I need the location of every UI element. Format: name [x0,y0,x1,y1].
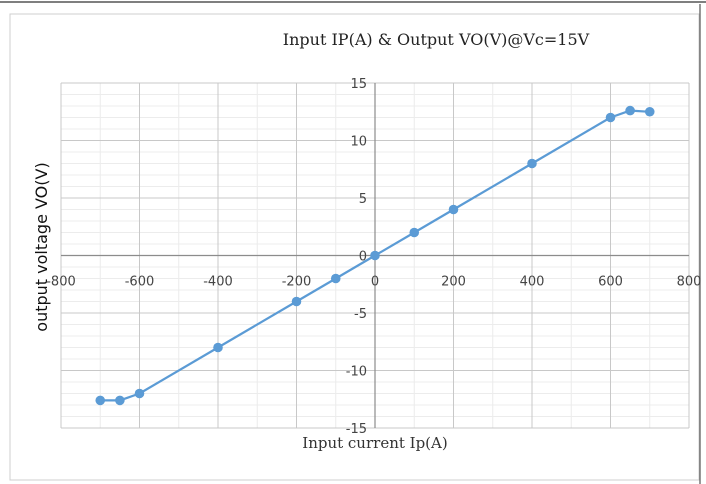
data-point [605,112,616,123]
data-point [134,388,145,399]
x-tick-label: -200 [282,275,312,290]
y-axis-label: output voltage VO(V) [32,162,51,331]
y-tick-label: 15 [350,77,367,92]
data-point [625,105,635,116]
data-point [409,227,420,238]
data-point [448,204,459,215]
chart-area-border [9,13,700,481]
x-tick-label: 200 [441,275,466,290]
y-tick-label: 10 [350,135,367,150]
data-point [644,106,655,117]
data-point [330,273,341,284]
series-layer [95,105,655,406]
chart-title: Input IP(A) & Output VO(V)@Vc=15V [283,30,590,49]
y-tick-label: 0 [359,250,367,265]
x-tick-label: -800 [46,275,76,290]
data-point [115,395,125,406]
x-tick-label: 800 [677,275,702,290]
data-point [527,158,537,169]
y-tick-label: -10 [346,365,367,380]
x-axis-label: Input current Ip(A) [302,434,447,452]
x-tick-label: -400 [203,275,233,290]
data-point [95,395,106,406]
x-tick-label: 600 [598,275,623,290]
x-tick-label: 400 [520,275,545,290]
y-tick-label: 5 [359,192,367,207]
y-tick-label: -15 [346,422,367,437]
data-point [213,342,223,353]
x-tick-label: -600 [125,275,155,290]
data-point [291,296,302,307]
x-tick-label: 0 [371,275,379,290]
tick-labels: -800 -600 -400 -200 0 200 400 600 800 15 10 5 0 -5 -10… [46,77,701,437]
data-point [370,250,380,261]
y-tick-label: -5 [354,307,367,322]
